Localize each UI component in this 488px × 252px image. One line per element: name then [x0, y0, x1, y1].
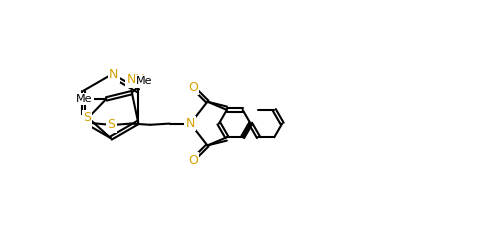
Text: NH₂: NH₂ [126, 73, 150, 86]
Text: N: N [81, 116, 91, 129]
Text: Me: Me [136, 76, 152, 86]
Text: N: N [185, 117, 195, 130]
Text: S: S [83, 111, 91, 124]
Text: S: S [107, 118, 115, 131]
Text: N: N [109, 69, 118, 81]
Text: O: O [187, 153, 197, 167]
Text: Me: Me [76, 94, 93, 104]
Text: O: O [187, 81, 197, 93]
